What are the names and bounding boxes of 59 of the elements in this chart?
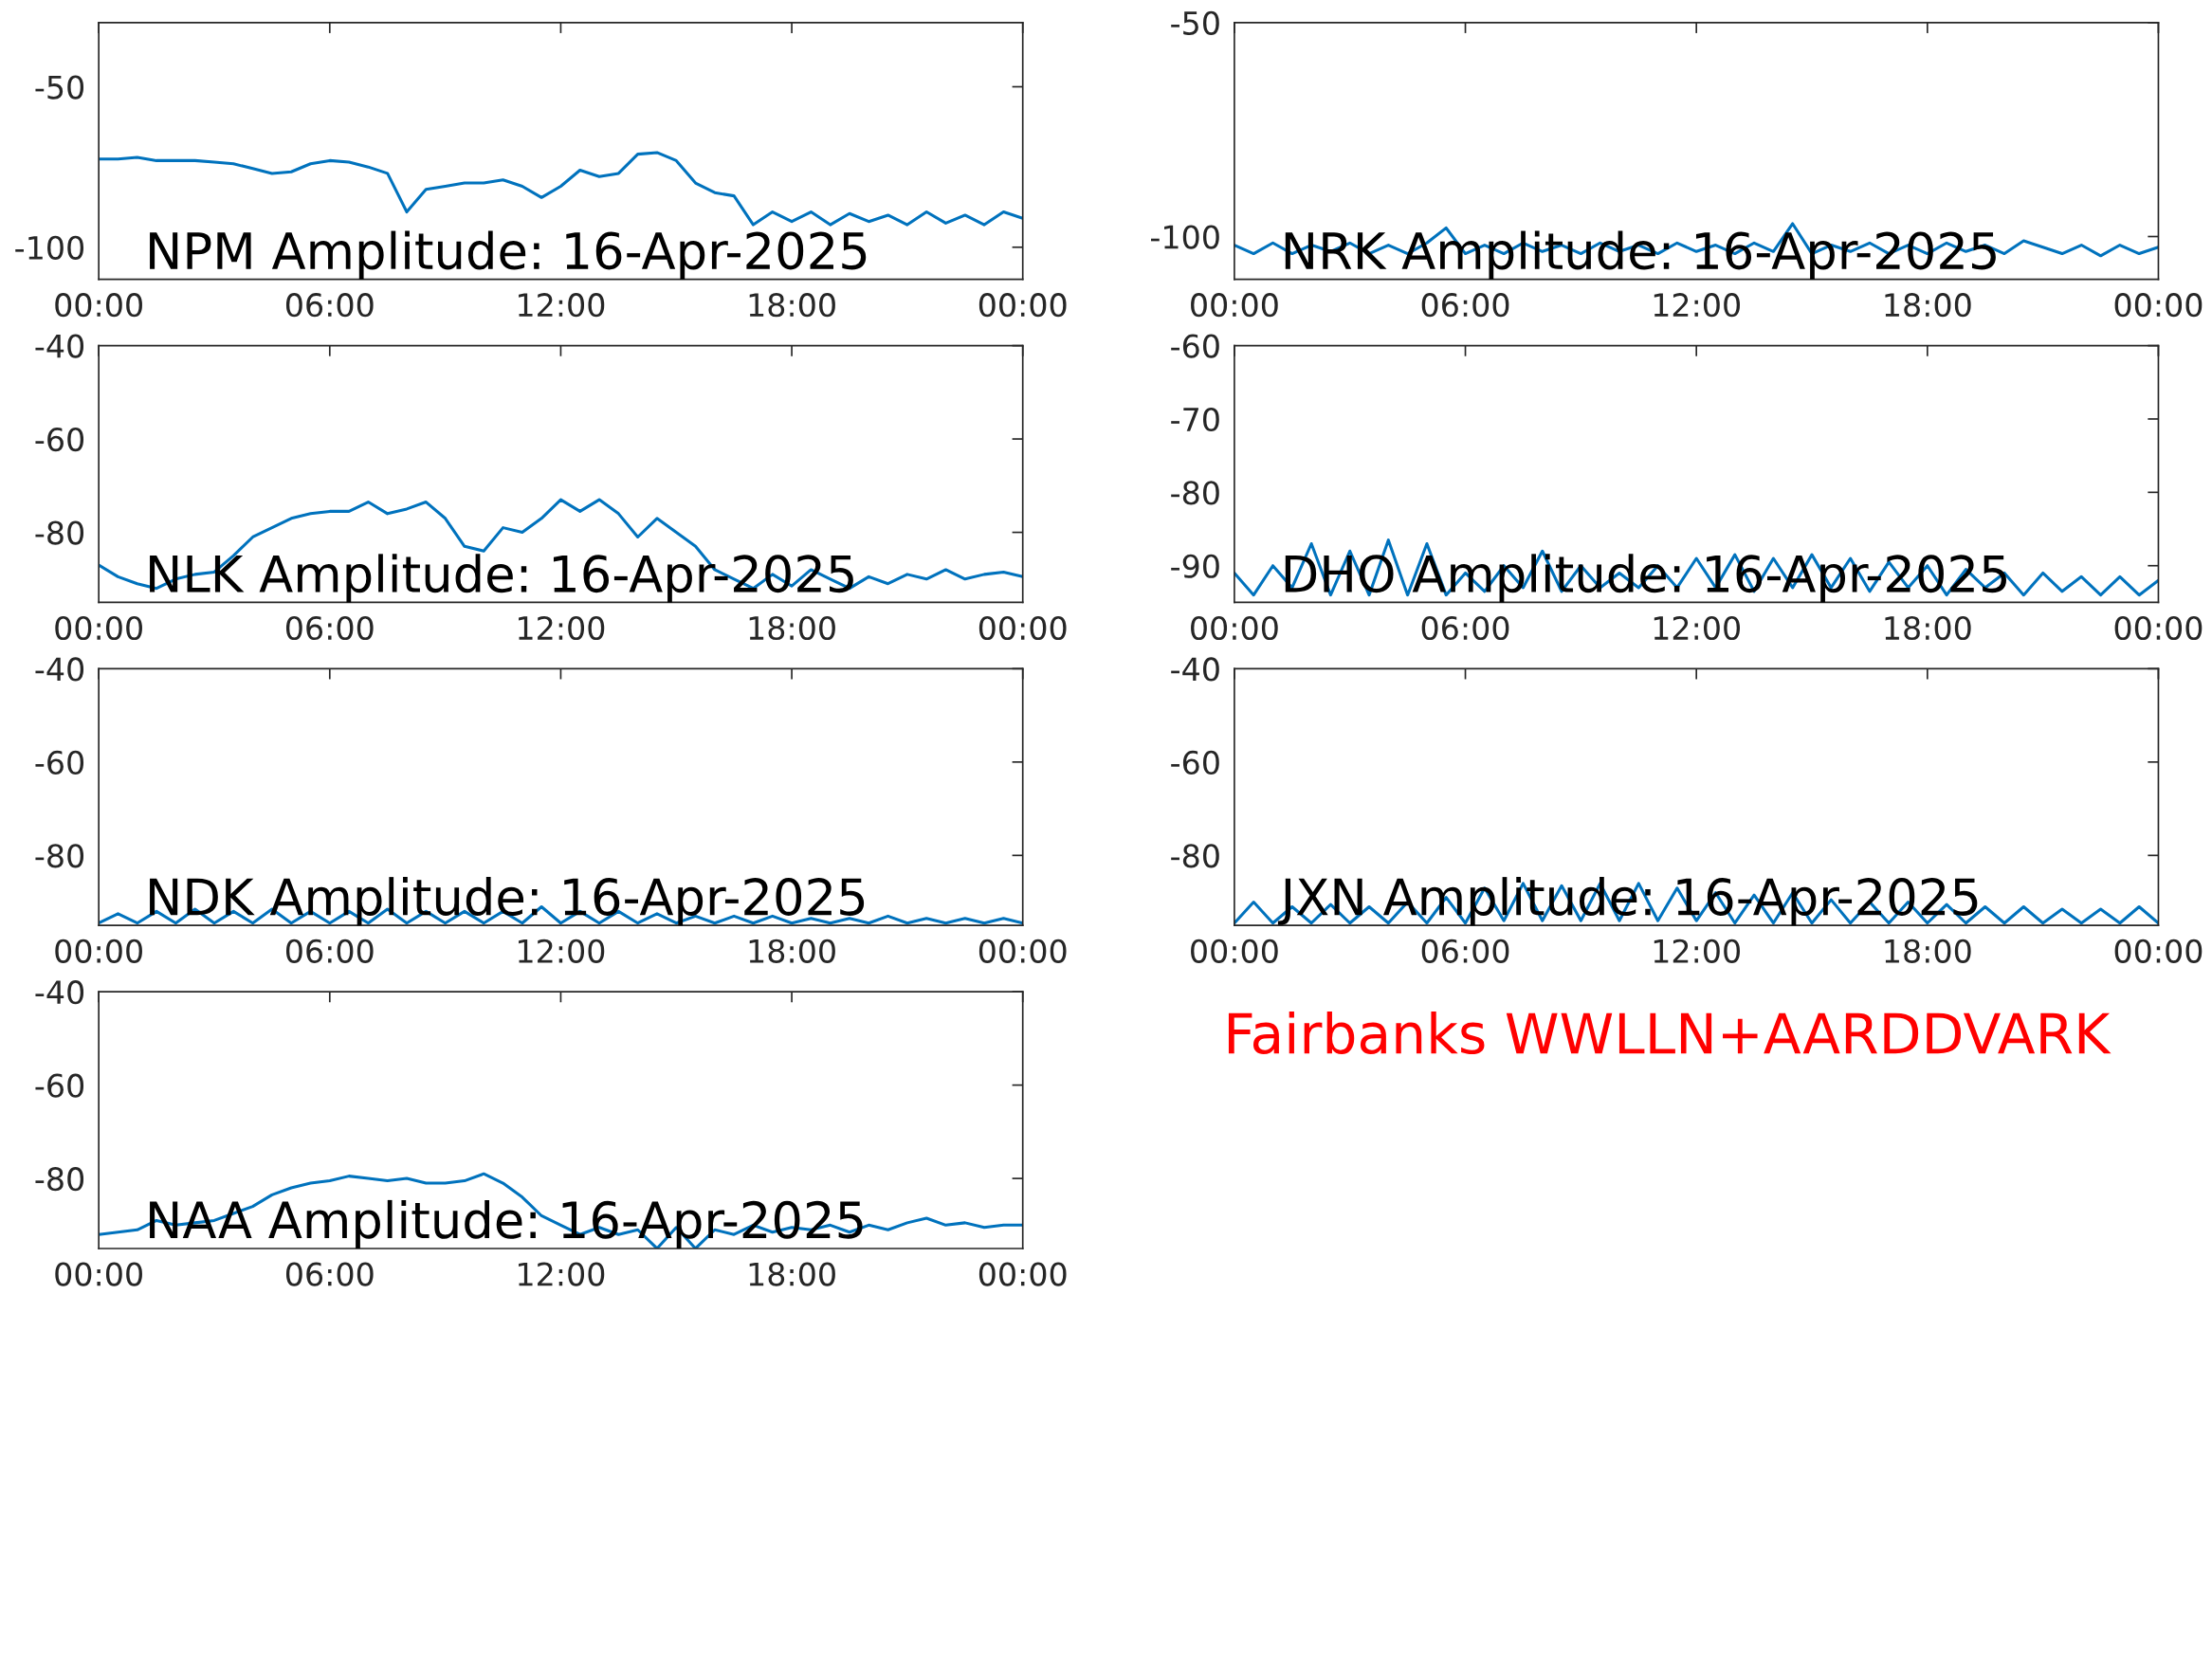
x-tick-label: 18:00 bbox=[749, 1262, 835, 1286]
x-tick-label: 00:00 bbox=[978, 615, 1067, 641]
y-tick-label: -70 bbox=[1171, 407, 1219, 432]
x-tick-label: 00:00 bbox=[55, 939, 142, 963]
x-tick-label: 12:00 bbox=[1654, 939, 1740, 963]
x-tick-label: 00:00 bbox=[55, 1262, 142, 1286]
x-tick-label: 06:00 bbox=[1421, 939, 1509, 963]
text: Fairbanks WWLLN+AARDDVARK bbox=[1228, 1011, 2111, 1055]
y-tick-label: -40 bbox=[35, 980, 84, 1005]
x-tick-label: 12:00 bbox=[1654, 615, 1740, 641]
x-tick-label: 06:00 bbox=[285, 939, 374, 963]
x-tick-label: 00:00 bbox=[978, 1262, 1067, 1286]
x-tick-label: 18:00 bbox=[749, 615, 835, 641]
x-tick-label: 18:00 bbox=[1885, 939, 1971, 963]
x-tick-label: 06:00 bbox=[285, 293, 374, 318]
y-tick-label: -40 bbox=[35, 334, 84, 358]
y-tick-label: -60 bbox=[1171, 750, 1219, 775]
y-tick-label: -80 bbox=[35, 844, 84, 868]
x-tick-label: 06:00 bbox=[285, 615, 374, 641]
x-tick-label: 00:00 bbox=[55, 615, 142, 641]
y-tick-label: -50 bbox=[1171, 10, 1219, 35]
y-tick-label: -60 bbox=[35, 750, 84, 775]
x-tick-label: 06:00 bbox=[1421, 293, 1509, 318]
x-tick-label: 00:00 bbox=[1191, 939, 1278, 963]
text: NDK Amplitude: 16-Apr-2025 bbox=[150, 877, 865, 926]
x-tick-label: 00:00 bbox=[55, 293, 142, 318]
y-tick-label: -100 bbox=[1150, 225, 1219, 249]
x-tick-label: 18:00 bbox=[1885, 293, 1971, 318]
y-tick-label: -80 bbox=[1171, 844, 1219, 868]
x-tick-label: 00:00 bbox=[978, 293, 1067, 318]
x-tick-label: 06:00 bbox=[1421, 615, 1509, 641]
x-tick-label: 00:00 bbox=[2114, 293, 2203, 318]
y-tick-label: -100 bbox=[15, 235, 84, 260]
y-tick-label: -40 bbox=[1171, 657, 1219, 682]
y-tick-label: -60 bbox=[35, 1073, 84, 1098]
x-tick-label: 00:00 bbox=[2114, 615, 2203, 641]
y-tick-label: -80 bbox=[35, 520, 84, 545]
x-tick-label: 12:00 bbox=[519, 939, 605, 963]
y-tick-label: -60 bbox=[35, 427, 84, 452]
y-tick-label: -80 bbox=[35, 1167, 84, 1192]
x-tick-label: 12:00 bbox=[519, 615, 605, 641]
x-tick-label: 00:00 bbox=[1191, 293, 1278, 318]
x-tick-label: 18:00 bbox=[749, 939, 835, 963]
x-tick-label: 18:00 bbox=[749, 293, 835, 318]
line-series bbox=[99, 151, 1023, 227]
x-tick-label: 00:00 bbox=[1191, 615, 1278, 641]
y-tick-label: -80 bbox=[1171, 481, 1219, 505]
text: NPM Amplitude: 16-Apr-2025 bbox=[150, 230, 867, 280]
y-tick-label: -90 bbox=[1171, 554, 1219, 578]
x-tick-label: 12:00 bbox=[519, 1262, 605, 1286]
x-tick-label: 18:00 bbox=[1885, 615, 1971, 641]
y-tick-label: -60 bbox=[1171, 334, 1219, 358]
y-tick-label: -50 bbox=[35, 75, 84, 100]
x-tick-label: 12:00 bbox=[519, 293, 605, 318]
x-tick-label: 12:00 bbox=[1654, 293, 1740, 318]
x-tick-label: 00:00 bbox=[2114, 939, 2203, 963]
y-tick-label: -40 bbox=[35, 657, 84, 682]
x-tick-label: 00:00 bbox=[978, 939, 1067, 963]
x-tick-label: 06:00 bbox=[285, 1262, 374, 1286]
